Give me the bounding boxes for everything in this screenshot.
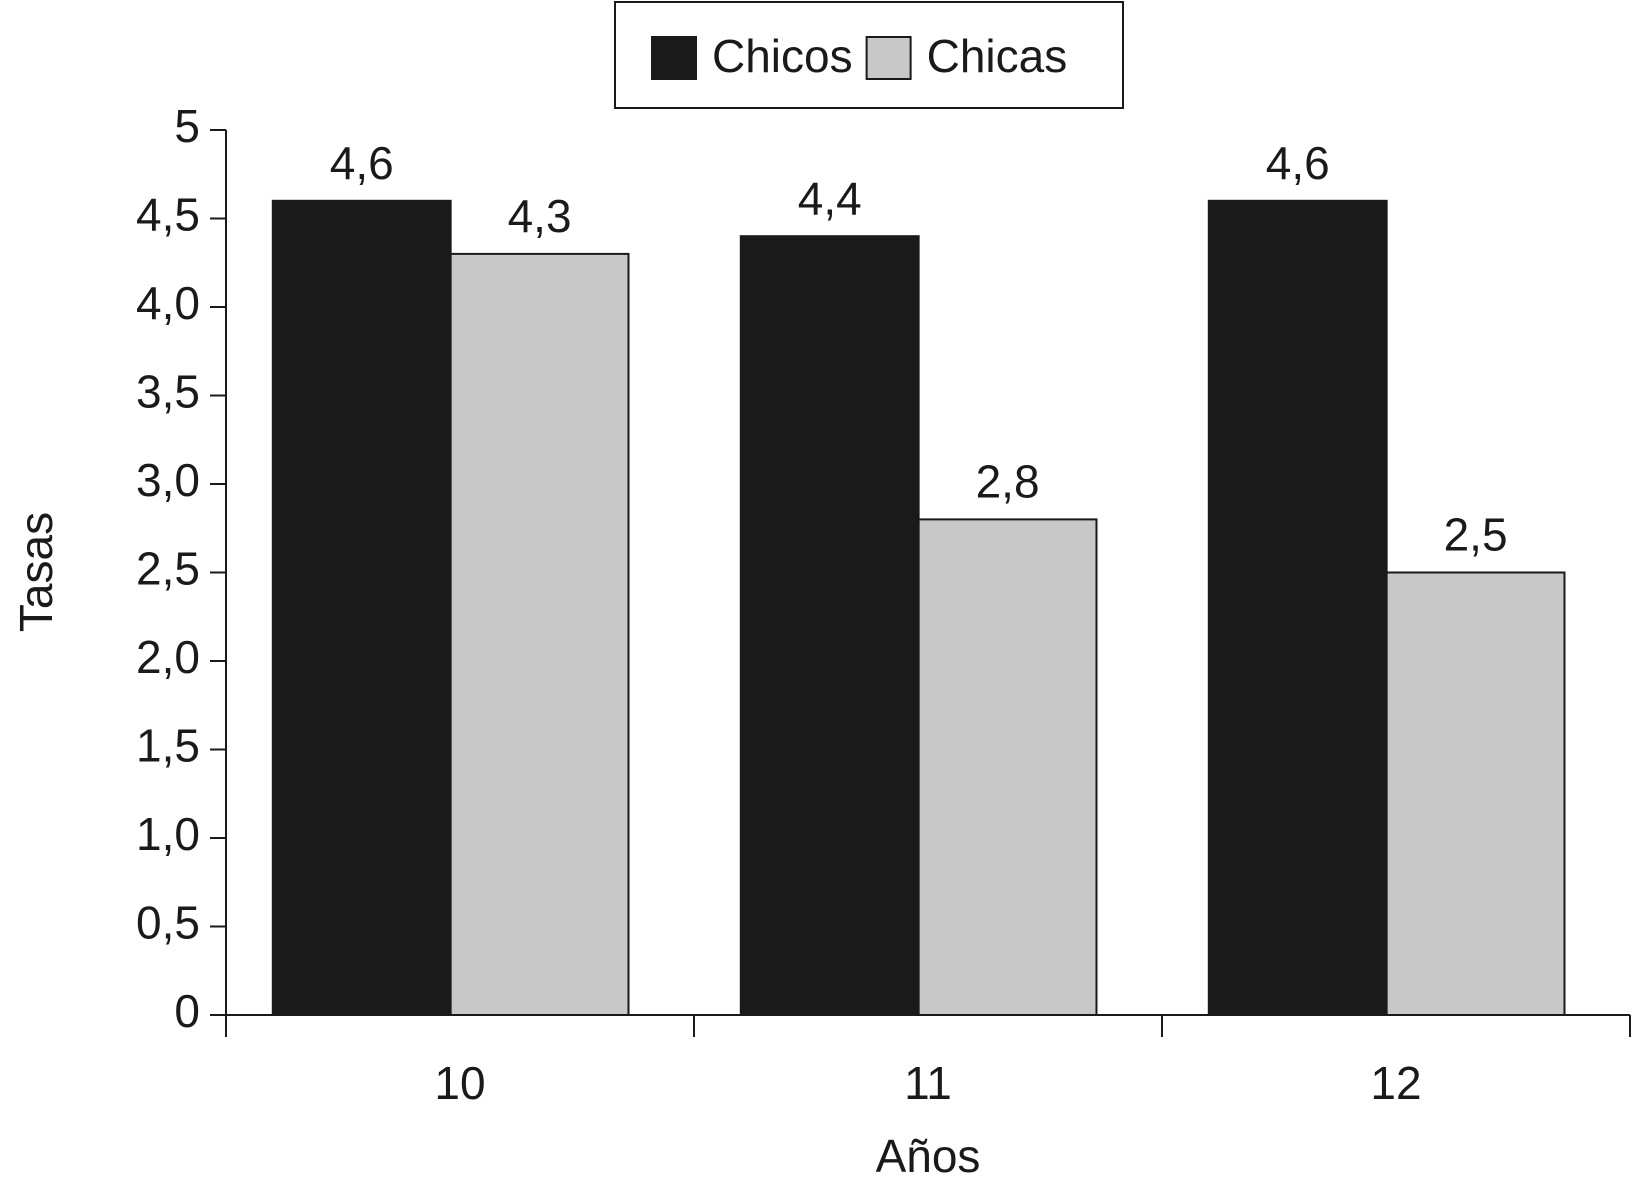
x-tick-label: 10: [434, 1057, 485, 1109]
y-tick-label: 3,5: [136, 366, 200, 418]
y-tick-label: 2,5: [136, 543, 200, 595]
y-tick-label: 0: [174, 985, 200, 1037]
value-label: 2,5: [1444, 509, 1508, 561]
y-tick-label: 5: [174, 100, 200, 152]
x-tick-label: 11: [904, 1057, 952, 1109]
y-tick-label: 4,0: [136, 277, 200, 329]
legend-swatch: [651, 36, 697, 80]
value-label: 4,6: [1266, 137, 1330, 189]
x-axis-title: Años: [876, 1130, 981, 1182]
y-tick-label: 3,0: [136, 454, 200, 506]
legend-label: Chicas: [927, 30, 1068, 82]
legend-swatch: [865, 36, 912, 80]
value-label: 2,8: [976, 456, 1040, 508]
y-tick-label: 1,0: [136, 808, 200, 860]
x-tick-label: 12: [1370, 1057, 1421, 1109]
bar: [449, 252, 630, 1016]
bar: [739, 235, 920, 1016]
value-label: 4,4: [798, 172, 862, 224]
value-label: 4,6: [330, 137, 394, 189]
bar: [917, 518, 1098, 1017]
y-tick-label: 1,5: [136, 720, 200, 772]
bar: [1385, 571, 1566, 1016]
legend-label: Chicos: [712, 30, 853, 82]
value-label: 4,3: [508, 190, 572, 242]
y-tick-label: 2,0: [136, 631, 200, 683]
y-tick-label: 0,5: [136, 897, 200, 949]
bar: [271, 199, 452, 1017]
bar: [1207, 199, 1388, 1017]
y-axis-title: Tasas: [10, 512, 62, 632]
y-tick-label: 4,5: [136, 189, 200, 241]
